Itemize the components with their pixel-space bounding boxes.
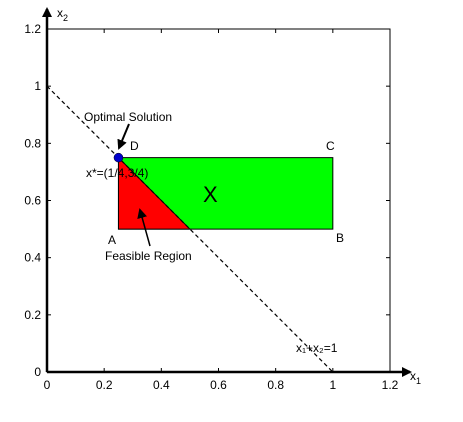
corner-d-label: D	[130, 139, 139, 153]
corner-b-label: B	[336, 231, 344, 245]
corner-c-label: C	[326, 139, 335, 153]
optimal-solution-arrow	[117, 123, 130, 150]
y-ticks: 0 0.2 0.4 0.6 0.8 1 1.2	[24, 22, 390, 379]
x-tick-label: 1.2	[382, 378, 399, 392]
region-x-label: X	[203, 182, 218, 207]
y-tick-label: 0.6	[24, 194, 41, 208]
y-tick-label: 1.2	[24, 22, 41, 36]
x-tick-label: 0.2	[96, 378, 113, 392]
feasible-region-arrow	[137, 208, 151, 247]
y-tick-label: 0	[34, 365, 41, 379]
y-tick-label: 0.2	[24, 308, 41, 322]
x-ticks: 0 0.2 0.4 0.6 0.8 1 1.2	[44, 29, 399, 392]
y-tick-label: 1	[34, 79, 41, 93]
x-tick-label: 0.6	[210, 378, 227, 392]
optimal-value-label: x*=(1/4,3/4)	[86, 166, 148, 180]
feasible-region-label: Feasible Region	[105, 249, 192, 263]
constraint-line	[46, 85, 334, 373]
y-axis-label: x2	[57, 6, 68, 23]
y-tick-label: 0.8	[24, 136, 41, 150]
x-tick-label: 0.4	[153, 378, 170, 392]
feasible-region-triangle	[117, 156, 192, 230]
corner-a-label: A	[108, 233, 116, 247]
x-tick-label: 0	[44, 378, 51, 392]
y-tick-label: 0.4	[24, 251, 41, 265]
x-tick-label: 1	[329, 378, 336, 392]
optimal-solution-label: Optimal Solution	[84, 110, 172, 124]
x-axis-label: x1	[410, 369, 421, 386]
x-tick-label: 0.8	[267, 378, 284, 392]
constraint-label: x₁+x₂=1	[296, 341, 338, 355]
optimal-point	[113, 152, 124, 163]
